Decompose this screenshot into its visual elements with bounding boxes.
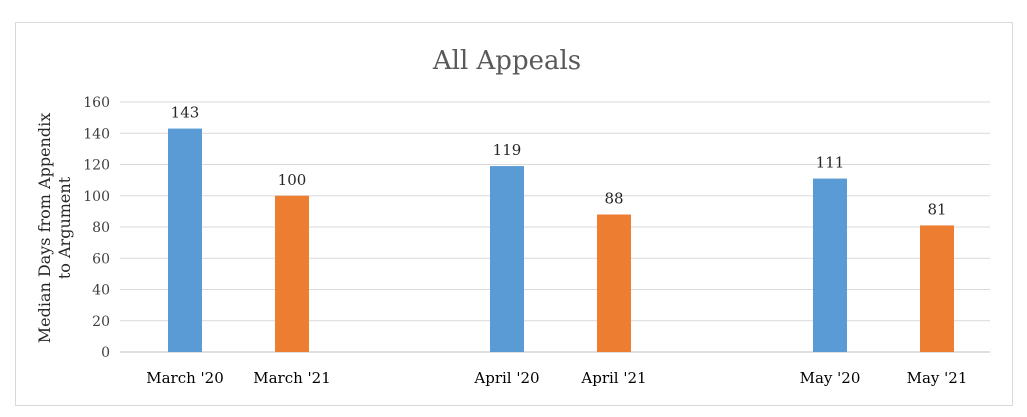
data-label: 81 — [927, 200, 946, 218]
y-tick-label: 60 — [92, 251, 110, 267]
data-label: 111 — [816, 154, 845, 172]
y-tick-label: 40 — [92, 283, 110, 299]
bar — [920, 225, 954, 352]
bar — [490, 166, 524, 352]
x-tick-label: March '20 — [146, 369, 224, 387]
data-label: 143 — [171, 104, 200, 122]
y-tick-label: 80 — [92, 220, 110, 236]
bar — [275, 195, 309, 352]
bar — [813, 178, 847, 352]
data-label: 100 — [278, 171, 307, 189]
y-tick-label: 120 — [83, 158, 110, 174]
data-label: 119 — [493, 141, 522, 159]
x-tick-label: May '20 — [800, 369, 861, 387]
y-tick-label: 20 — [92, 314, 110, 330]
chart-title: All Appeals — [432, 46, 581, 76]
x-tick-label: March '21 — [253, 369, 331, 387]
y-axis-label-line-1: Median Days from Appendix — [35, 113, 54, 344]
x-tick-label: April '21 — [580, 369, 646, 387]
bar — [168, 128, 202, 352]
y-tick-label: 100 — [83, 189, 110, 205]
y-tick-label: 0 — [101, 345, 110, 361]
y-tick-label: 140 — [83, 126, 110, 142]
x-tick-label: May '21 — [907, 369, 968, 387]
bar — [597, 214, 631, 352]
x-tick-label: April '20 — [473, 369, 539, 387]
data-label: 88 — [604, 190, 623, 208]
y-tick-label: 160 — [83, 95, 110, 111]
y-axis-label-line-2: to Argument — [55, 176, 74, 279]
